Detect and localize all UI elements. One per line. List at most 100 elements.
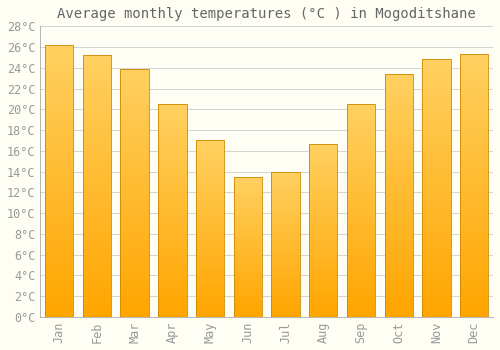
Bar bbox=[158, 138, 186, 140]
Bar bbox=[272, 186, 299, 188]
Bar bbox=[460, 178, 488, 180]
Bar bbox=[347, 210, 375, 212]
Bar bbox=[422, 178, 450, 181]
Bar bbox=[422, 77, 450, 80]
Bar bbox=[158, 313, 186, 315]
Bar bbox=[83, 113, 111, 116]
Bar bbox=[158, 204, 186, 206]
Bar bbox=[45, 292, 74, 295]
Bar bbox=[384, 268, 413, 271]
Bar bbox=[422, 247, 450, 250]
Bar bbox=[234, 238, 262, 240]
Bar bbox=[422, 121, 450, 124]
Bar bbox=[83, 265, 111, 267]
Bar bbox=[83, 293, 111, 296]
Bar bbox=[422, 168, 450, 170]
Bar bbox=[272, 304, 299, 305]
Bar bbox=[384, 195, 413, 198]
Bar bbox=[120, 126, 149, 128]
Bar bbox=[83, 121, 111, 123]
Bar bbox=[158, 279, 186, 281]
Bar bbox=[460, 57, 488, 60]
Bar bbox=[384, 307, 413, 309]
Bar bbox=[234, 178, 262, 180]
Bar bbox=[460, 149, 488, 152]
Bar bbox=[460, 73, 488, 75]
Bar bbox=[347, 147, 375, 149]
Bar bbox=[120, 128, 149, 131]
Bar bbox=[45, 121, 74, 124]
Bar bbox=[83, 162, 111, 165]
Bar bbox=[45, 67, 74, 69]
Bar bbox=[196, 215, 224, 216]
Bar bbox=[120, 143, 149, 146]
Bar bbox=[234, 241, 262, 243]
Bar bbox=[309, 265, 338, 267]
Bar bbox=[422, 132, 450, 134]
Bar bbox=[196, 162, 224, 163]
Bar bbox=[384, 135, 413, 137]
Bar bbox=[384, 293, 413, 295]
Bar bbox=[120, 235, 149, 237]
Bar bbox=[422, 307, 450, 309]
Bar bbox=[422, 72, 450, 75]
Bar bbox=[460, 125, 488, 128]
Bar bbox=[309, 223, 338, 225]
Bar bbox=[347, 274, 375, 277]
Bar bbox=[272, 251, 299, 253]
Bar bbox=[309, 293, 338, 294]
Bar bbox=[272, 211, 299, 212]
Bar bbox=[196, 239, 224, 241]
Bar bbox=[83, 290, 111, 293]
Bar bbox=[309, 149, 338, 150]
Bar bbox=[196, 222, 224, 223]
Bar bbox=[422, 281, 450, 284]
Bar bbox=[272, 172, 299, 173]
Bar bbox=[45, 50, 74, 53]
Bar bbox=[309, 218, 338, 220]
Bar bbox=[196, 167, 224, 169]
Bar bbox=[309, 305, 338, 306]
Bar bbox=[45, 129, 74, 132]
Bar bbox=[234, 231, 262, 233]
Bar bbox=[83, 191, 111, 194]
Bar bbox=[347, 194, 375, 196]
Bar bbox=[120, 213, 149, 215]
Bar bbox=[83, 123, 111, 126]
Bar bbox=[83, 173, 111, 176]
Bar bbox=[83, 246, 111, 249]
Bar bbox=[272, 225, 299, 227]
Bar bbox=[384, 113, 413, 115]
Bar bbox=[272, 209, 299, 211]
Bar bbox=[309, 192, 338, 194]
Bar bbox=[45, 301, 74, 303]
Bar bbox=[460, 278, 488, 280]
Bar bbox=[309, 244, 338, 246]
Bar bbox=[309, 178, 338, 180]
Bar bbox=[45, 290, 74, 292]
Bar bbox=[422, 183, 450, 186]
Bar bbox=[422, 278, 450, 281]
Bar bbox=[234, 177, 262, 317]
Bar bbox=[460, 136, 488, 138]
Bar bbox=[422, 173, 450, 175]
Bar bbox=[234, 290, 262, 292]
Bar bbox=[422, 245, 450, 247]
Bar bbox=[460, 285, 488, 288]
Bar bbox=[309, 287, 338, 289]
Bar bbox=[422, 229, 450, 232]
Bar bbox=[460, 264, 488, 267]
Bar bbox=[272, 206, 299, 208]
Bar bbox=[347, 310, 375, 313]
Bar bbox=[196, 232, 224, 234]
Bar bbox=[120, 193, 149, 195]
Bar bbox=[158, 304, 186, 306]
Bar bbox=[384, 309, 413, 312]
Bar bbox=[120, 93, 149, 96]
Bar bbox=[120, 304, 149, 307]
Bar bbox=[272, 256, 299, 257]
Bar bbox=[309, 211, 338, 213]
Bar bbox=[83, 288, 111, 290]
Bar bbox=[120, 215, 149, 218]
Bar bbox=[83, 251, 111, 254]
